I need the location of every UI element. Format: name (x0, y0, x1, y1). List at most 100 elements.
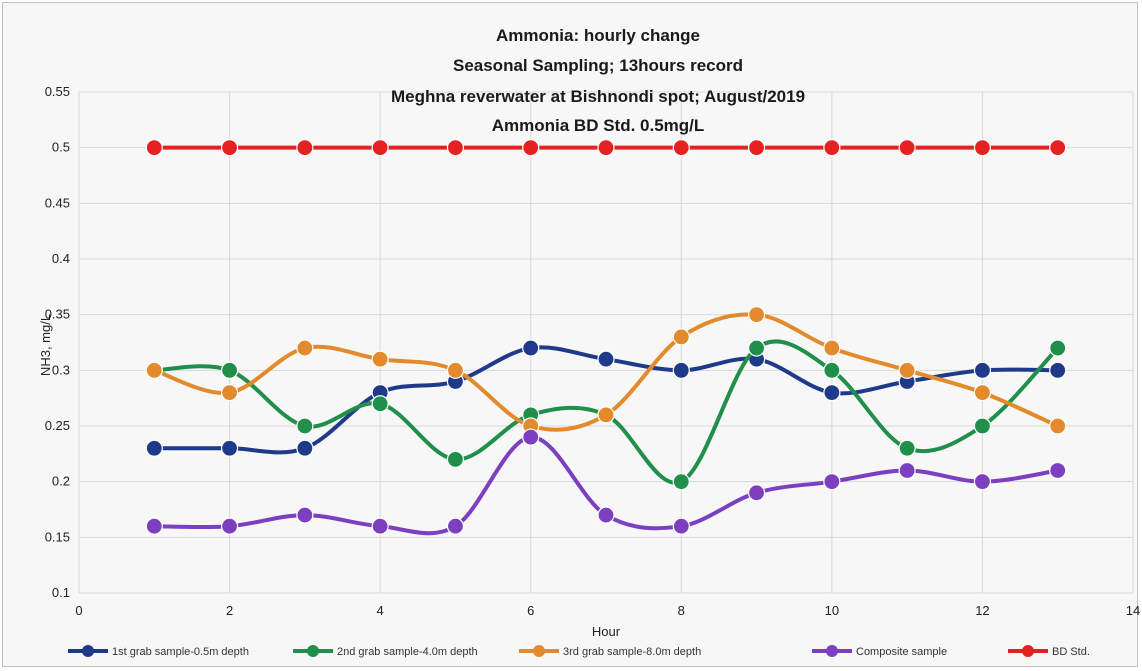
data-point (673, 362, 689, 378)
data-point (146, 518, 162, 534)
data-point (297, 418, 313, 434)
data-point (673, 140, 689, 156)
x-tick-label: 12 (975, 603, 989, 618)
title-line-4: Ammonia BD Std. 0.5mg/L (492, 116, 705, 135)
data-point (749, 485, 765, 501)
data-point (824, 362, 840, 378)
data-point (222, 440, 238, 456)
x-axis-title: Hour (592, 624, 621, 639)
data-point (824, 340, 840, 356)
legend-item: 1st grab sample-0.5m depth (68, 645, 249, 658)
data-point (673, 518, 689, 534)
data-point (1050, 418, 1066, 434)
data-point (899, 463, 915, 479)
title-line-2: Seasonal Sampling; 13hours record (453, 56, 743, 75)
legend-item: 2nd grab sample-4.0m depth (293, 645, 478, 658)
data-point (749, 307, 765, 323)
x-tick-label: 0 (75, 603, 82, 618)
data-point (523, 340, 539, 356)
legend-item: BD Std. (1008, 645, 1090, 658)
axes: 0.1 0.15 0.2 0.25 0.3 0.35 0.4 0.45 0.5 0.55 0 2 4 6 8… (45, 84, 1141, 618)
legend-item: 3rd grab sample-8.0m depth (519, 645, 701, 658)
data-point (447, 140, 463, 156)
data-point (1050, 463, 1066, 479)
title-line-3: Meghna reverwater at Bishnondi spot; Aug… (391, 87, 805, 106)
legend-label: Composite sample (856, 646, 947, 658)
y-tick-label: 0.25 (45, 418, 70, 433)
data-point (447, 362, 463, 378)
data-point (447, 518, 463, 534)
data-point (974, 362, 990, 378)
data-point (372, 396, 388, 412)
data-point (974, 385, 990, 401)
data-point (222, 385, 238, 401)
x-tick-label: 10 (825, 603, 839, 618)
data-point (297, 140, 313, 156)
data-point (372, 518, 388, 534)
legend-swatch-marker (826, 645, 838, 657)
data-point (146, 440, 162, 456)
legend-label: BD Std. (1052, 646, 1090, 658)
data-point (222, 140, 238, 156)
data-point (673, 474, 689, 490)
legend-swatch-marker (82, 645, 94, 657)
x-tick-label: 14 (1126, 603, 1140, 618)
x-tick-label: 4 (377, 603, 384, 618)
data-point (297, 440, 313, 456)
y-axis-title: NH3, mg/L (38, 314, 53, 376)
data-point (297, 507, 313, 523)
data-point (598, 351, 614, 367)
y-tick-label: 0.5 (52, 140, 70, 155)
data-point (974, 418, 990, 434)
data-point (749, 140, 765, 156)
data-point (598, 507, 614, 523)
data-point (824, 385, 840, 401)
y-tick-label: 0.3 (52, 362, 70, 377)
legend-label: 1st grab sample-0.5m depth (112, 646, 249, 658)
title-line-1: Ammonia: hourly change (496, 26, 700, 45)
data-point (523, 140, 539, 156)
data-point (222, 518, 238, 534)
data-point (1050, 362, 1066, 378)
y-tick-label: 0.2 (52, 474, 70, 489)
data-point (146, 140, 162, 156)
data-point (598, 407, 614, 423)
data-point (297, 340, 313, 356)
legend-swatch-marker (533, 645, 545, 657)
data-point (523, 429, 539, 445)
series-5 (146, 140, 1065, 156)
y-tick-label: 0.15 (45, 529, 70, 544)
data-point (899, 362, 915, 378)
data-point (899, 140, 915, 156)
x-tick-label: 8 (678, 603, 685, 618)
series-lines (146, 140, 1065, 535)
data-point (749, 340, 765, 356)
data-point (372, 140, 388, 156)
data-point (598, 140, 614, 156)
legend-swatch-marker (1022, 645, 1034, 657)
data-point (146, 362, 162, 378)
data-point (824, 140, 840, 156)
y-tick-label: 0.55 (45, 84, 70, 99)
x-tick-label: 6 (527, 603, 534, 618)
y-tick-label: 0.45 (45, 195, 70, 210)
data-point (974, 474, 990, 490)
y-tick-label: 0.4 (52, 251, 70, 266)
data-point (899, 440, 915, 456)
legend: 1st grab sample-0.5m depth 2nd grab sampl… (68, 645, 1090, 658)
legend-label: 2nd grab sample-4.0m depth (337, 646, 478, 658)
legend-swatch-marker (307, 645, 319, 657)
x-tick-label: 2 (226, 603, 233, 618)
data-point (974, 140, 990, 156)
data-point (447, 451, 463, 467)
data-point (673, 329, 689, 345)
data-point (1050, 140, 1066, 156)
legend-item: Composite sample (812, 645, 947, 658)
legend-label: 3rd grab sample-8.0m depth (563, 646, 701, 658)
data-point (1050, 340, 1066, 356)
data-point (824, 474, 840, 490)
data-point (372, 351, 388, 367)
y-tick-label: 0.1 (52, 585, 70, 600)
chart-title: Ammonia: hourly change Seasonal Sampling… (391, 26, 805, 135)
